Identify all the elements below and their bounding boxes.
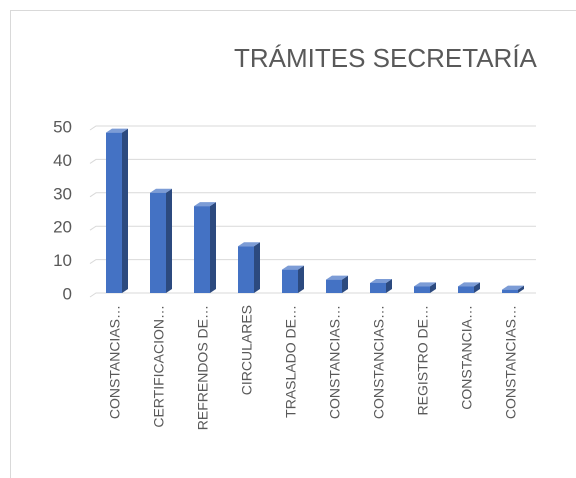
x-tick-label: REFRENDOS DE…: [195, 305, 211, 430]
y-tick-label: 30: [53, 184, 72, 203]
bar-side: [342, 275, 348, 293]
bar-side: [122, 128, 128, 293]
bar-front: [370, 282, 386, 293]
bar: [502, 285, 524, 293]
y-tick-label: 10: [53, 251, 72, 270]
y-tick-label: 40: [53, 151, 72, 170]
bar-top: [150, 188, 172, 193]
bar-front: [502, 289, 518, 293]
bar-front: [194, 206, 210, 293]
bar-front: [238, 246, 254, 293]
bar: [194, 202, 216, 293]
bar-top: [326, 275, 348, 280]
bar-top: [106, 128, 128, 133]
grid-line: [89, 225, 536, 231]
x-tick-label: TRASLADO DE…: [283, 305, 299, 418]
x-tick-label: CIRCULARES: [239, 305, 255, 395]
bar-top: [238, 242, 260, 247]
x-tick-label: CERTIFICACION…: [151, 305, 167, 428]
bar-top: [458, 282, 480, 287]
bar-front: [326, 279, 342, 293]
x-tick-label: CONSTANCIAS…: [371, 305, 387, 419]
bar-side: [254, 242, 260, 293]
bar-top: [414, 282, 436, 287]
bar: [414, 282, 436, 293]
bar-top: [370, 278, 392, 283]
grid-line: [89, 125, 536, 131]
bar-front: [282, 269, 298, 293]
grid-line: [89, 292, 536, 298]
y-tick-label: 50: [53, 117, 72, 136]
grid-line: [89, 259, 536, 265]
bar: [326, 275, 348, 293]
x-tick-label: REGISTRO DE…: [415, 305, 431, 415]
x-tick-label: CONSTANCIAS…: [503, 305, 519, 419]
chart-title: TRÁMITES SECRETARÍA: [234, 43, 538, 73]
bar-side: [210, 202, 216, 293]
bar: [282, 265, 304, 293]
x-tick-label: CONSTANCIAS…: [327, 305, 343, 419]
x-tick-label: CONSTANCIA…: [459, 305, 475, 410]
bar: [106, 128, 128, 293]
bar-side: [518, 285, 524, 293]
bar-side: [386, 278, 392, 293]
bar-side: [430, 282, 436, 293]
bar-side: [298, 265, 304, 293]
bar-front: [150, 192, 166, 293]
bar: [370, 278, 392, 293]
grid-line: [89, 158, 536, 164]
bar-top: [194, 202, 216, 207]
bar-side: [474, 282, 480, 293]
y-tick-label: 0: [63, 284, 72, 303]
bar: [458, 282, 480, 293]
bar: [238, 242, 260, 293]
bar: [150, 188, 172, 293]
bar-front: [414, 286, 430, 293]
grid-line: [89, 192, 536, 198]
bar-front: [458, 286, 474, 293]
y-tick-label: 20: [53, 218, 72, 237]
bar-top: [502, 285, 524, 290]
x-tick-label: CONSTANCIAS…: [107, 305, 123, 419]
chart-border: [10, 10, 576, 478]
bar-side: [166, 188, 172, 293]
bar-top: [282, 265, 304, 270]
bar-front: [106, 132, 122, 293]
